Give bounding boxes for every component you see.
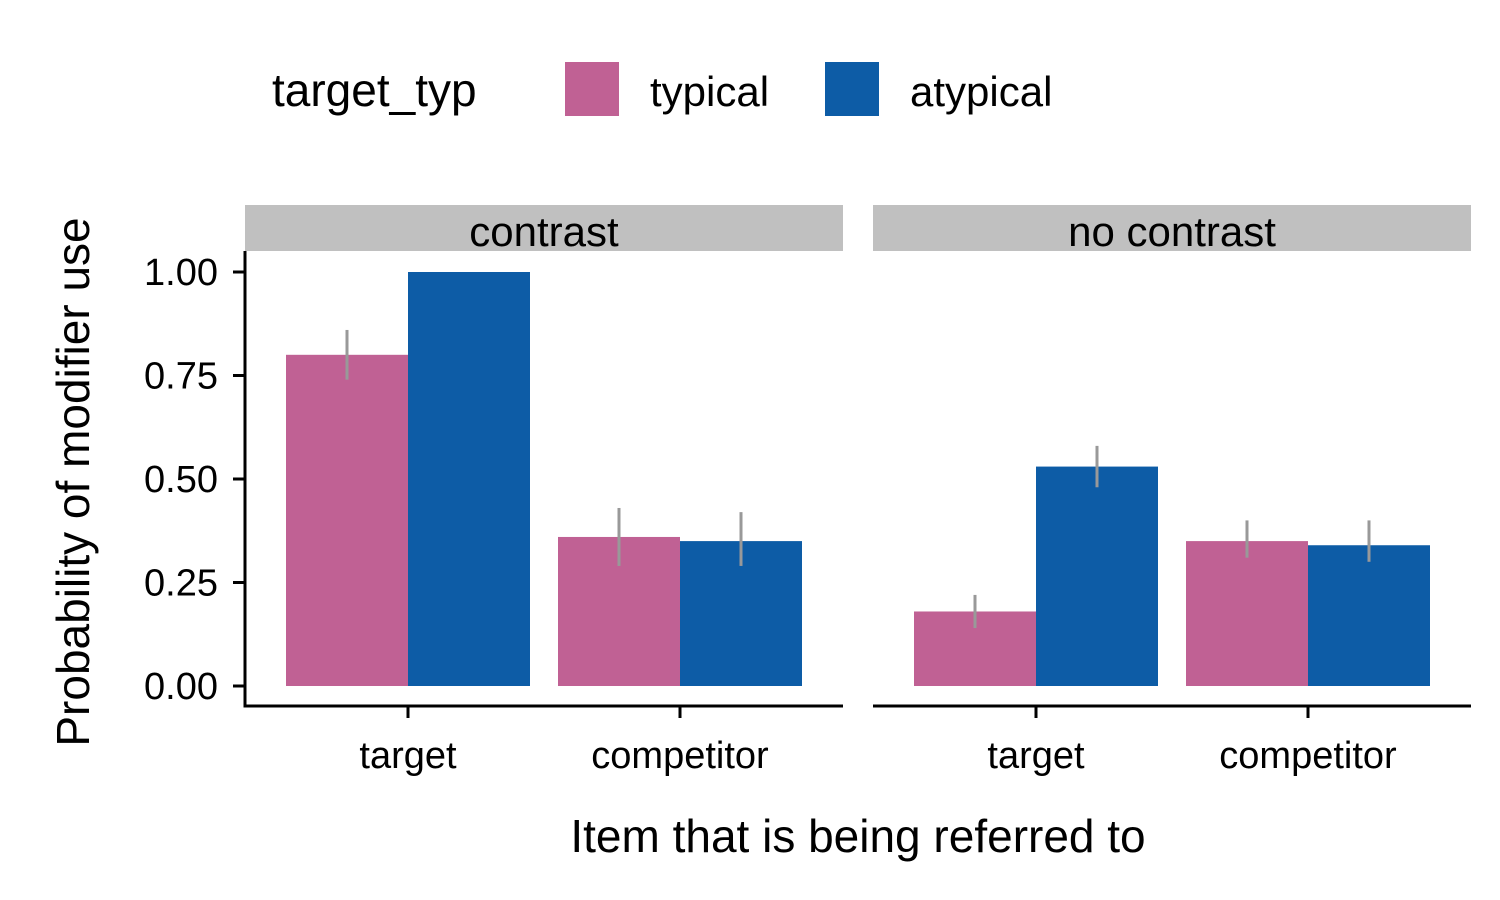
y-tick-label: 0.00: [144, 666, 218, 708]
legend-label-atypical: atypical: [910, 68, 1052, 115]
bar-atypical-competitor: [1308, 545, 1430, 686]
legend: target_typ typical atypical: [272, 62, 1052, 116]
bar-atypical-target: [1036, 466, 1158, 686]
plot-area: contrast target competitor no contrast targe…: [144, 205, 1471, 777]
x-axis-title: Item that is being referred to: [570, 810, 1145, 862]
bar-typical-competitor: [1186, 541, 1308, 686]
legend-swatch-typical: [565, 62, 619, 116]
facet-strip-label: no contrast: [1068, 208, 1276, 255]
y-tick-label: 0.50: [144, 459, 218, 501]
x-tick-label: target: [359, 735, 457, 777]
legend-label-typical: typical: [650, 68, 769, 115]
x-tick-label: target: [987, 735, 1085, 777]
facet-strip: [873, 205, 1471, 251]
y-tick-label: 1.00: [144, 252, 218, 294]
facet-strip-label: contrast: [469, 208, 619, 255]
legend-title: target_typ: [272, 64, 477, 116]
facet-strip: [245, 205, 843, 251]
legend-swatch-atypical: [825, 62, 879, 116]
bar-atypical-target: [408, 272, 530, 686]
y-axis-title: Probability of modifier use: [47, 217, 99, 746]
x-tick-label: competitor: [1219, 735, 1397, 777]
bar-typical-target: [286, 354, 408, 686]
x-tick-label: competitor: [591, 735, 769, 777]
y-tick-label: 0.75: [144, 356, 218, 398]
y-tick-label: 0.25: [144, 563, 218, 605]
